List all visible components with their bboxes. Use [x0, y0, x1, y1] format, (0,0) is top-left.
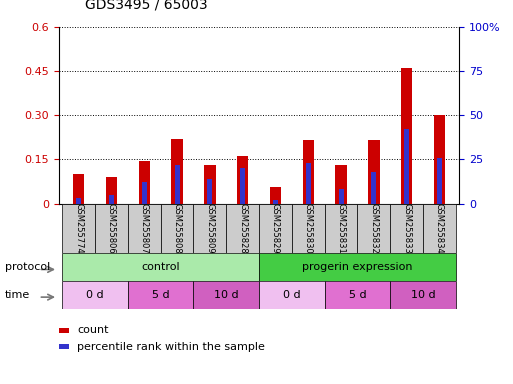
Text: time: time — [5, 290, 30, 300]
Bar — [401, 68, 412, 204]
Bar — [306, 163, 311, 204]
Bar — [404, 129, 409, 204]
Text: GSM255809: GSM255809 — [205, 203, 214, 254]
Bar — [390, 204, 423, 253]
Bar — [325, 281, 390, 309]
Bar — [62, 281, 128, 309]
Text: GSM255831: GSM255831 — [337, 203, 346, 254]
Bar — [226, 204, 259, 253]
Text: GSM255829: GSM255829 — [271, 203, 280, 254]
Bar — [59, 344, 69, 349]
Text: GSM255806: GSM255806 — [107, 203, 116, 254]
Text: 10 d: 10 d — [214, 290, 239, 300]
Bar — [62, 204, 95, 253]
Bar — [273, 200, 278, 204]
Text: GSM255834: GSM255834 — [435, 203, 444, 254]
Bar — [433, 115, 445, 204]
Bar — [259, 281, 325, 309]
Bar — [437, 157, 442, 204]
Bar — [128, 204, 161, 253]
Bar — [390, 281, 456, 309]
Bar — [368, 140, 380, 204]
Text: GSM255808: GSM255808 — [172, 203, 182, 254]
Bar — [171, 139, 183, 204]
Bar — [292, 204, 325, 253]
Text: progerin expression: progerin expression — [302, 262, 413, 272]
Bar — [371, 172, 377, 204]
Bar — [174, 165, 180, 204]
Text: GSM255833: GSM255833 — [402, 203, 411, 254]
Bar — [237, 156, 248, 204]
Text: GSM255774: GSM255774 — [74, 203, 83, 254]
Text: control: control — [142, 262, 180, 272]
Bar — [270, 187, 281, 204]
Bar — [259, 204, 292, 253]
Bar — [325, 204, 358, 253]
Bar — [204, 165, 215, 204]
Text: GSM255832: GSM255832 — [369, 203, 379, 254]
Bar — [95, 204, 128, 253]
Text: count: count — [77, 325, 109, 336]
Text: GSM255807: GSM255807 — [140, 203, 149, 254]
Bar — [358, 204, 390, 253]
Bar — [193, 204, 226, 253]
Text: 5 d: 5 d — [152, 290, 169, 300]
Bar — [423, 204, 456, 253]
Bar — [207, 179, 212, 204]
Bar — [240, 168, 245, 204]
Bar — [59, 328, 69, 333]
Bar — [303, 140, 314, 204]
Bar — [142, 182, 147, 204]
Bar — [109, 195, 114, 204]
Text: 5 d: 5 d — [349, 290, 366, 300]
Bar — [128, 281, 193, 309]
Text: protocol: protocol — [5, 262, 50, 272]
Text: 0 d: 0 d — [86, 290, 104, 300]
Text: GSM255828: GSM255828 — [238, 203, 247, 254]
Bar — [139, 161, 150, 204]
Bar — [193, 281, 259, 309]
Text: 10 d: 10 d — [411, 290, 436, 300]
Bar — [73, 174, 85, 204]
Bar — [106, 177, 117, 204]
Bar — [76, 198, 81, 204]
Bar — [161, 204, 193, 253]
Bar — [336, 165, 347, 204]
Text: GDS3495 / 65003: GDS3495 / 65003 — [85, 0, 207, 12]
Text: percentile rank within the sample: percentile rank within the sample — [77, 341, 265, 352]
Bar — [339, 189, 344, 204]
Bar — [259, 253, 456, 281]
Text: GSM255830: GSM255830 — [304, 203, 313, 254]
Bar — [62, 253, 259, 281]
Text: 0 d: 0 d — [283, 290, 301, 300]
